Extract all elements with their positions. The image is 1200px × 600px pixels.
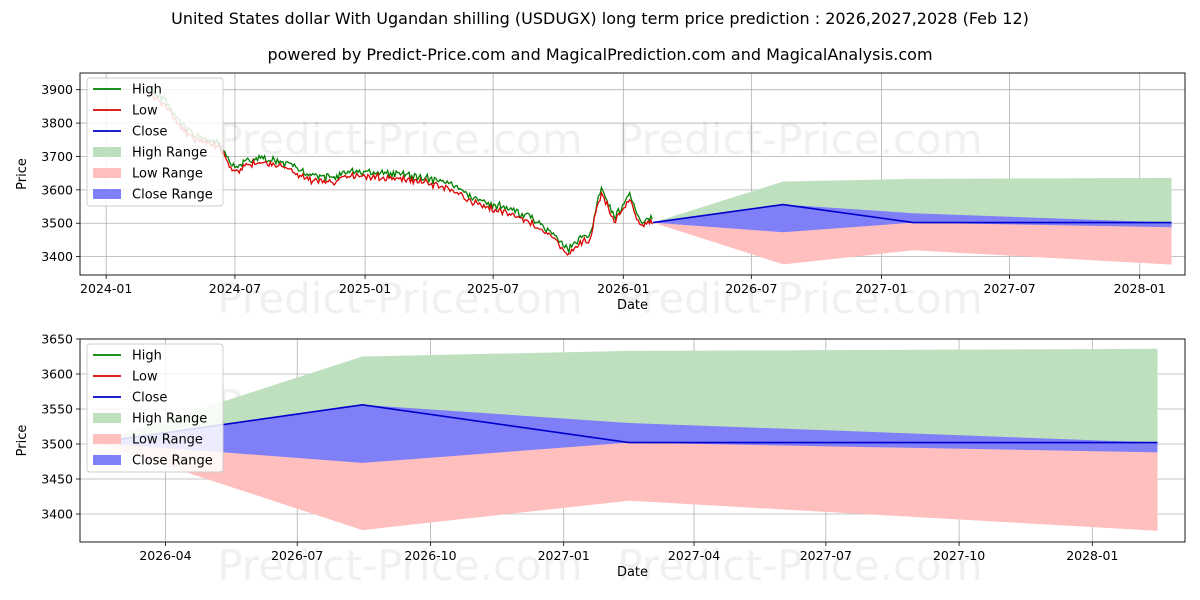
y-tick-label: 3550 xyxy=(41,402,73,417)
legend-entry: Low Range xyxy=(132,433,203,448)
x-tick-label: 2024-01 xyxy=(80,281,132,296)
y-axis-label: Price xyxy=(15,158,30,190)
watermark: Predict-Price.com xyxy=(217,274,582,323)
y-tick-label: 3700 xyxy=(41,149,73,164)
y-tick-label: 3600 xyxy=(41,182,73,197)
y-tick-label: 3400 xyxy=(41,249,73,264)
chart-subtitle: powered by Predict-Price.com and Magical… xyxy=(267,45,933,64)
x-tick-label: 2025-01 xyxy=(339,281,391,296)
legend-entry: High xyxy=(132,83,162,98)
x-tick-label: 2026-04 xyxy=(139,548,191,563)
plot-area xyxy=(95,348,1158,531)
legend-entry: High Range xyxy=(132,146,207,161)
watermark: Predict-Price.com xyxy=(617,274,982,323)
watermark: Predict-Price.com xyxy=(617,541,982,590)
y-tick-label: 3500 xyxy=(41,216,73,231)
x-tick-label: 2027-10 xyxy=(933,548,985,563)
panel-bottom: 2026-04 2026-07 2026-10 2027-01 2027-04 2027-… xyxy=(15,332,1186,590)
x-tick-label: 2028-01 xyxy=(1114,281,1166,296)
watermark: Predict-Price.com xyxy=(217,541,582,590)
low-series-line xyxy=(148,92,653,256)
x-tick-label: 2025-07 xyxy=(467,281,519,296)
x-tick-label: 2027-07 xyxy=(800,548,852,563)
legend-entry: Close Range xyxy=(132,188,213,203)
x-tick-label: 2028-01 xyxy=(1066,548,1118,563)
y-tick-label: 3450 xyxy=(41,472,73,487)
high-series-line xyxy=(148,87,653,255)
x-tick-label: 2027-01 xyxy=(538,548,590,563)
x-tick-label: 2026-10 xyxy=(404,548,456,563)
panel-top: 2024-01 2024-07 2025-01 2025-07 2026-01 2026-… xyxy=(15,72,1186,323)
plot-area xyxy=(148,87,1172,265)
legend: High Low Close High Range Low Range Close Ran… xyxy=(86,77,224,207)
legend-entry: Low xyxy=(132,370,158,385)
x-tick-label: 2027-04 xyxy=(668,548,720,563)
legend-entry: Low xyxy=(132,104,158,119)
legend-swatch-patch xyxy=(93,168,121,178)
legend-entry: Close Range xyxy=(132,454,213,469)
axes-frame xyxy=(79,72,1186,276)
chart-title: United States dollar With Ugandan shilli… xyxy=(171,9,1029,28)
x-tick-label: 2027-07 xyxy=(983,281,1035,296)
close-series-line xyxy=(95,403,1158,444)
legend-swatch-patch xyxy=(93,147,121,157)
x-tick-label: 2026-07 xyxy=(271,548,323,563)
x-tick-label: 2024-07 xyxy=(209,281,261,296)
x-tick-label: 2027-01 xyxy=(855,281,907,296)
y-tick-label: 3600 xyxy=(41,367,73,382)
y-axis-label: Price xyxy=(15,425,30,457)
legend: High Low Close High Range Low Range Close Ran… xyxy=(86,343,224,473)
watermark: Predict-Price.com xyxy=(217,115,582,164)
legend-swatch-patch xyxy=(93,434,121,444)
legend-entry: Close xyxy=(132,391,167,406)
legend-entry: Close xyxy=(132,125,167,140)
close-series-line xyxy=(652,203,1172,224)
watermark: Predict-Price.com xyxy=(617,115,982,164)
legend-entry: Low Range xyxy=(132,167,203,182)
legend-entry: High Range xyxy=(132,412,207,427)
legend-swatch-patch xyxy=(93,189,121,199)
x-tick-label: 2026-07 xyxy=(725,281,777,296)
x-axis-label: Date xyxy=(617,565,648,580)
legend-entry: High xyxy=(132,349,162,364)
x-axis-label: Date xyxy=(617,298,648,313)
close-range-band xyxy=(95,404,1158,463)
y-tick-label: 3800 xyxy=(41,116,73,131)
legend-swatch-patch xyxy=(93,455,121,465)
axes-frame xyxy=(79,338,1186,543)
y-tick-label: 3500 xyxy=(41,437,73,452)
x-tick-label: 2026-01 xyxy=(597,281,649,296)
high-range-band xyxy=(95,348,1158,443)
high-range-band xyxy=(653,177,1172,223)
y-tick-label: 3400 xyxy=(41,507,73,522)
legend-swatch-patch xyxy=(93,413,121,423)
y-tick-label: 3650 xyxy=(41,332,73,347)
close-range-band xyxy=(653,204,1172,233)
y-tick-label: 3900 xyxy=(41,82,73,97)
